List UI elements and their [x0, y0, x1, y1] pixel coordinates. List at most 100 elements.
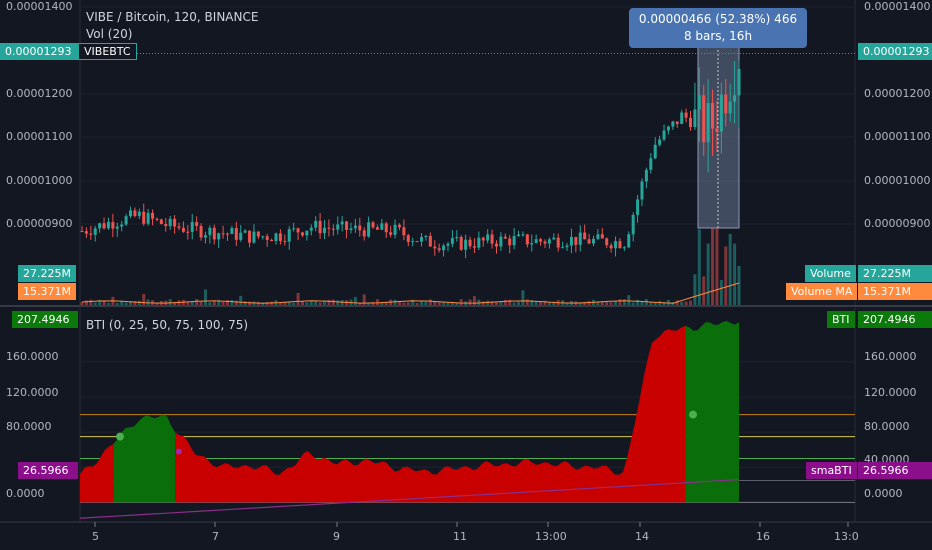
volume-bar: [336, 300, 340, 305]
candle-body: [547, 239, 551, 244]
volume-bar: [715, 228, 719, 305]
candle-body: [217, 233, 221, 240]
volume-bar: [305, 302, 309, 305]
volume-bar: [534, 301, 538, 305]
volume-bar: [292, 302, 296, 305]
candle-body: [212, 227, 216, 240]
candle-body: [124, 216, 128, 225]
volume-bar: [120, 300, 124, 305]
candle-body: [164, 224, 168, 227]
price-label: 0.00001100: [864, 130, 931, 143]
volume-bar: [631, 302, 635, 305]
bti-axis-label-left: 120.0000: [6, 386, 59, 399]
volume-bar: [596, 301, 600, 305]
volume-bar: [411, 299, 415, 305]
volume-bar: [309, 300, 313, 305]
volume-bar: [420, 300, 424, 305]
bti-cross-marker: [116, 432, 124, 441]
volume-bar: [380, 302, 384, 305]
candle-body: [684, 112, 688, 118]
volume-bar: [80, 302, 84, 305]
volume-bar: [212, 300, 216, 305]
candle-body: [234, 228, 238, 240]
candle-body: [644, 169, 648, 182]
candle-body: [397, 224, 401, 228]
price-label: 0.00001400: [864, 0, 931, 13]
volume-bar: [724, 246, 728, 305]
volume-value-tag-right: 27.225M: [858, 265, 932, 282]
candle-body: [658, 139, 662, 145]
candle-body: [265, 236, 269, 240]
bti-area-green: [113, 414, 176, 503]
candle-body: [587, 239, 591, 244]
candle-body: [499, 236, 503, 247]
candle-body: [543, 241, 547, 244]
candle-body: [517, 234, 521, 237]
candle-body: [433, 246, 437, 249]
volume-bar: [230, 300, 234, 305]
volume-bar: [622, 299, 626, 305]
candle-body: [384, 223, 388, 233]
volume-bar: [446, 302, 450, 305]
candle-body: [371, 222, 375, 228]
candle-body: [239, 232, 243, 240]
volume-bar: [129, 301, 133, 305]
volume-bar: [640, 301, 644, 305]
candle-body: [627, 234, 631, 248]
volume-bar: [217, 299, 221, 305]
candle-body: [574, 236, 578, 245]
candle-body: [349, 228, 353, 230]
bti-axis-label-left: 80.0000: [6, 420, 52, 433]
price-label: 0.00001000: [864, 174, 931, 187]
candle-body: [358, 225, 362, 231]
volume-bar: [539, 301, 543, 305]
candle-body: [243, 230, 247, 233]
candle-body: [411, 241, 415, 243]
candle-body: [278, 233, 282, 241]
sma-bti-tag-left: 26.5966: [18, 462, 78, 479]
candle-body: [552, 237, 556, 240]
volume-bar: [552, 301, 556, 305]
volume-bar: [428, 299, 432, 305]
candle-body: [80, 231, 84, 233]
last-price-tag-right: 0.00001293: [858, 43, 932, 60]
volume-bar: [719, 279, 723, 305]
candle-body: [733, 95, 737, 102]
candle-body: [715, 128, 719, 132]
candle-body: [728, 101, 732, 114]
bti-value-tag-left: 207.4946: [12, 311, 78, 328]
volume-bar: [384, 302, 388, 305]
volume-bar: [666, 299, 670, 305]
candle-body: [186, 231, 190, 233]
volume-bar: [208, 302, 212, 305]
volume-bar: [318, 302, 322, 305]
bti-axis-label: 120.0000: [864, 386, 917, 399]
volume-bar: [133, 301, 137, 305]
volume-bar: [142, 293, 146, 305]
time-label: 16: [756, 530, 770, 543]
candle-body: [719, 94, 723, 132]
bti-axis-label-left: 0.0000: [6, 487, 45, 500]
candle-body: [631, 214, 635, 235]
volume-bar: [627, 295, 631, 305]
candle-body: [442, 245, 446, 251]
bti-axis-label: 0.0000: [864, 487, 903, 500]
candle-body: [565, 245, 569, 248]
candle-body: [711, 103, 715, 129]
volume-bar: [203, 289, 207, 305]
candle-body: [578, 232, 582, 245]
volume-bar: [124, 302, 128, 305]
bti-cross-marker: [176, 448, 182, 455]
volume-bar: [296, 292, 300, 305]
volume-bar: [358, 302, 362, 305]
volume-bar: [693, 274, 697, 305]
candle-body: [596, 234, 600, 239]
volume-bar: [675, 300, 679, 305]
candle-body: [208, 227, 212, 236]
volume-bar: [547, 302, 551, 305]
candle-body: [512, 236, 516, 246]
volume-bar: [565, 302, 569, 305]
candle-body: [129, 210, 133, 217]
volume-bar: [331, 299, 335, 305]
